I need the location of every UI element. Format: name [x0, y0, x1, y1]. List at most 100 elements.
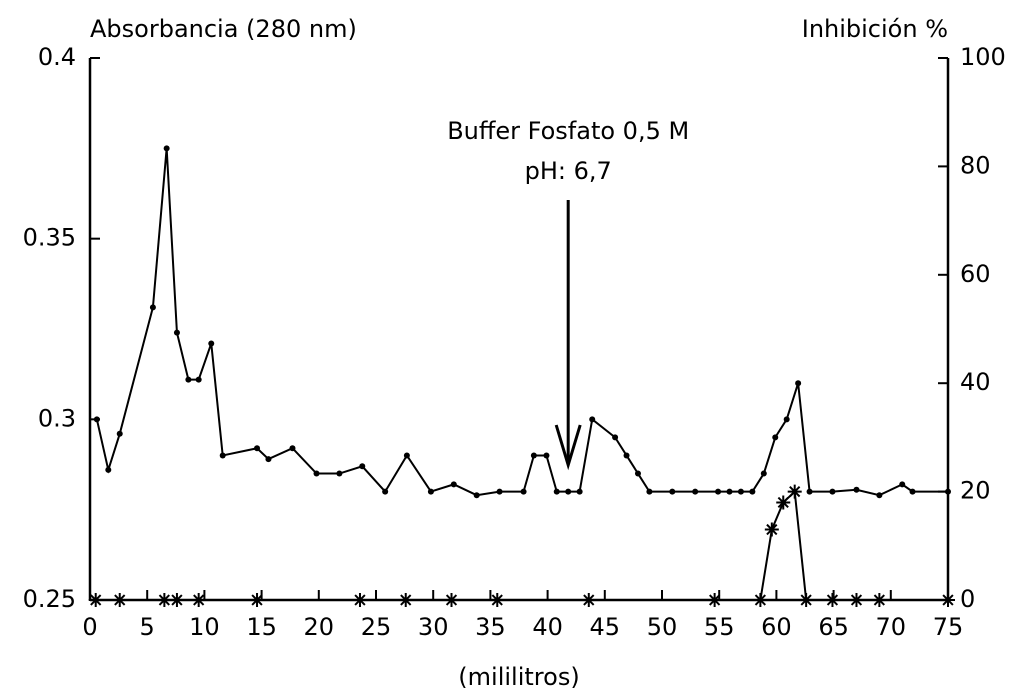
star-marker	[112, 593, 127, 607]
dot-marker	[806, 488, 813, 495]
star-marker	[88, 593, 103, 607]
dot-marker	[783, 416, 790, 423]
dot-marker	[623, 452, 630, 459]
x-tick-label: 55	[704, 613, 735, 641]
dot-marker	[219, 452, 226, 459]
x-tick-label: 35	[475, 613, 506, 641]
dot-marker	[760, 470, 767, 477]
dot-marker	[149, 304, 156, 311]
dot-marker	[359, 463, 366, 470]
series-line	[95, 148, 948, 497]
y-tick-label: 0.4	[38, 43, 76, 71]
dot-marker	[93, 416, 100, 423]
dot-marker	[473, 492, 480, 499]
dot-marker	[737, 488, 744, 495]
star-marker	[707, 593, 722, 607]
x-tick-label: 50	[647, 613, 678, 641]
x-tick-label: 70	[876, 613, 907, 641]
star-marker	[581, 593, 596, 607]
dot-marker	[382, 488, 389, 495]
star-marker	[490, 593, 505, 607]
y2-tick-label: 40	[960, 368, 991, 396]
x-tick-label: 65	[818, 613, 849, 641]
dot-marker	[669, 488, 676, 495]
dot-marker	[576, 488, 583, 495]
star-marker	[157, 593, 172, 607]
star-marker	[849, 593, 864, 607]
dot-marker	[403, 452, 410, 459]
dot-marker	[909, 488, 916, 495]
y2-tick-label: 20	[960, 477, 991, 505]
x-tick-label: 10	[189, 613, 220, 641]
star-marker	[444, 593, 459, 607]
star-marker	[872, 593, 887, 607]
dot-marker	[254, 445, 261, 452]
dot-marker	[945, 488, 951, 495]
x-tick-label: 25	[361, 613, 392, 641]
dot-marker	[543, 452, 550, 459]
dot-marker	[173, 329, 180, 336]
x-axis-title: (mililitros)	[458, 663, 579, 691]
star-marker	[787, 484, 802, 499]
dot-marker	[116, 430, 123, 437]
y2-tick-label: 100	[960, 43, 1006, 71]
dot-marker	[692, 488, 699, 495]
y2-tick-label: 60	[960, 260, 991, 288]
dot-marker	[208, 340, 215, 347]
star-marker	[250, 593, 265, 607]
dot-marker	[336, 470, 343, 477]
y2-tick-label: 0	[960, 585, 975, 613]
y-tick-label: 0.35	[23, 224, 76, 252]
y-tick-label: 0.25	[23, 585, 76, 613]
dot-marker	[195, 376, 202, 383]
x-tick-label: 60	[761, 613, 792, 641]
dot-marker	[899, 481, 906, 488]
series-line	[95, 489, 948, 601]
dot-marker	[634, 470, 641, 477]
dot-marker	[530, 452, 537, 459]
dot-marker	[612, 434, 619, 441]
x-tick-label: 5	[140, 613, 155, 641]
annotation: pH: 6,7	[525, 157, 612, 185]
star-marker	[753, 593, 768, 607]
x-tick-label: 20	[304, 613, 335, 641]
dot-marker	[646, 488, 653, 495]
dot-marker	[829, 488, 836, 495]
star-marker	[799, 593, 814, 607]
x-tick-label: 75	[933, 613, 964, 641]
dot-marker	[163, 145, 170, 152]
y-tick-label: 0.3	[38, 404, 76, 432]
dot-marker	[289, 445, 296, 452]
dot-marker	[876, 492, 883, 499]
dot-marker	[105, 466, 112, 473]
star-marker	[398, 593, 413, 607]
x-tick-label: 45	[590, 613, 621, 641]
star-marker	[941, 593, 955, 607]
dot-marker	[795, 380, 802, 387]
dot-marker	[853, 486, 860, 493]
dot-marker	[520, 488, 527, 495]
dot-marker	[185, 376, 192, 383]
x-tick-label: 30	[418, 613, 449, 641]
x-tick-label: 15	[246, 613, 277, 641]
dot-marker	[313, 470, 320, 477]
dot-marker	[772, 434, 779, 441]
star-marker	[169, 593, 184, 607]
star-marker	[776, 495, 791, 510]
x-tick-label: 0	[82, 613, 97, 641]
dot-marker	[715, 488, 722, 495]
annotation: Buffer Fosfato 0,5 M	[447, 117, 689, 145]
star-marker	[191, 593, 206, 607]
dot-marker	[427, 488, 434, 495]
y2-axis-title: Inhibición %	[802, 15, 948, 43]
y2-tick-label: 80	[960, 151, 991, 179]
dot-marker	[589, 416, 596, 423]
dot-marker	[265, 456, 272, 463]
y-axis-title: Absorbancia (280 nm)	[90, 15, 357, 43]
dot-marker	[565, 488, 572, 495]
star-marker	[352, 593, 367, 607]
dot-marker	[450, 481, 457, 488]
star-marker	[825, 593, 840, 607]
dot-marker	[726, 488, 733, 495]
